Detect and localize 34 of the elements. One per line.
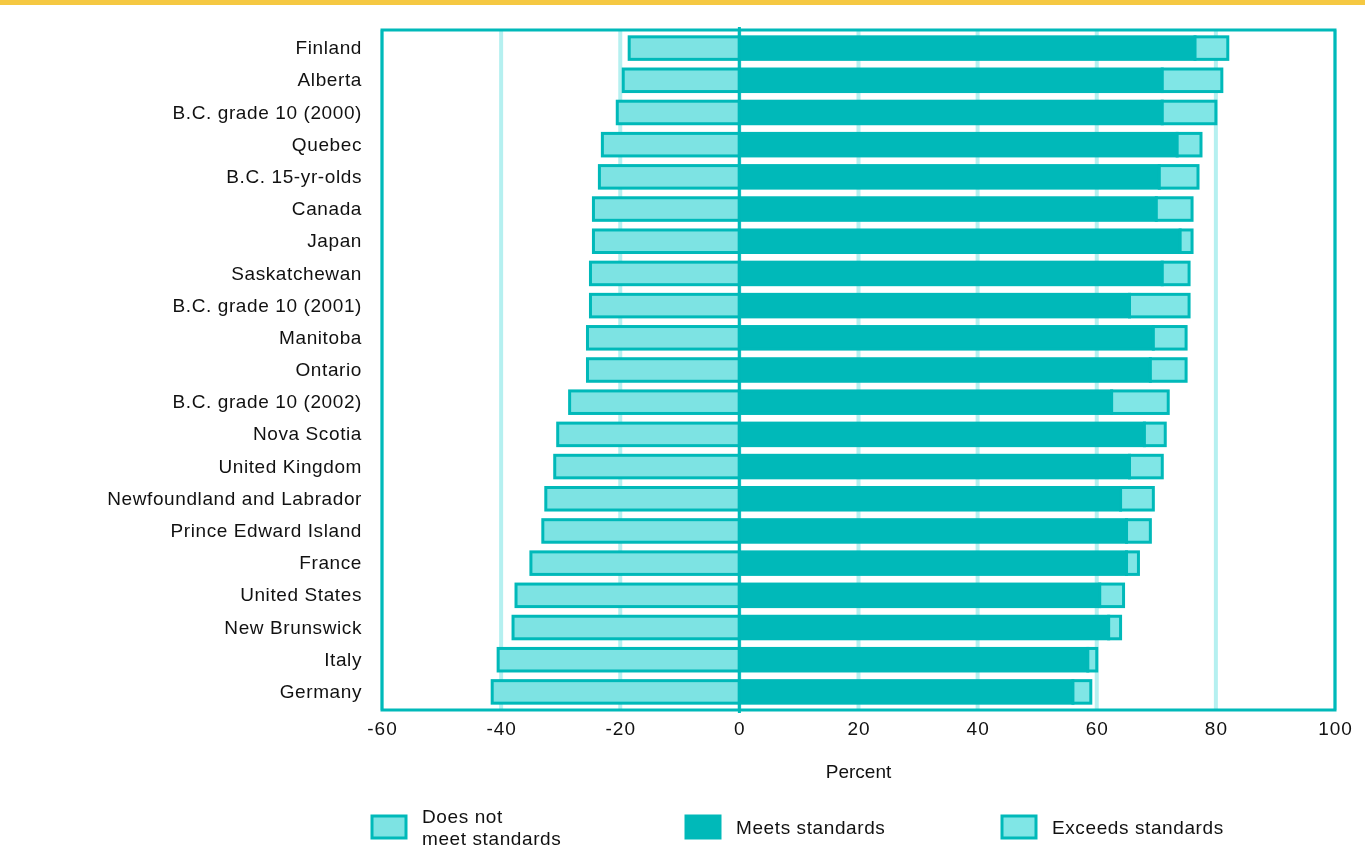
- x-tick-label: 20: [847, 718, 871, 740]
- y-tick-label: Nova Scotia: [252, 423, 362, 445]
- y-tick-label: Saskatchewan: [231, 262, 362, 284]
- x-tick-label: -60: [367, 718, 398, 740]
- y-tick-label: United Kingdom: [218, 455, 362, 477]
- y-tick-label: France: [299, 552, 362, 574]
- x-tick-label: 40: [966, 718, 990, 740]
- y-tick-label: Ontario: [295, 359, 362, 381]
- legend-label: Meets standards: [736, 817, 886, 838]
- y-tick-label: Germany: [279, 680, 362, 702]
- legend-label: Does not meet standards: [422, 806, 562, 847]
- y-tick-label: B.C. grade 10 (2001): [172, 294, 362, 316]
- y-tick-label: Alberta: [297, 69, 362, 91]
- y-tick-label: New Brunswick: [224, 616, 362, 638]
- y-tick-label: B.C. grade 10 (2000): [172, 101, 362, 123]
- y-tick-label: B.C. 15-yr-olds: [226, 165, 362, 187]
- legend-label: Exceeds standards: [1052, 817, 1224, 838]
- y-tick-label: Manitoba: [279, 326, 362, 348]
- y-tick-label: Finland: [295, 37, 362, 59]
- x-tick-label: -20: [605, 718, 636, 740]
- x-axis-title: Percent: [825, 761, 892, 782]
- y-tick-label: Prince Edward Island: [170, 520, 362, 542]
- x-tick-label: 100: [1318, 718, 1353, 740]
- y-tick-label: Newfoundland and Labrador: [107, 487, 363, 509]
- x-tick-label: 80: [1204, 718, 1228, 740]
- y-tick-label: Quebec: [291, 133, 362, 155]
- x-tick-label: 60: [1085, 718, 1109, 740]
- x-tick-label: 0: [734, 718, 746, 740]
- y-tick-label: Canada: [291, 198, 362, 220]
- x-tick-label: -40: [486, 718, 517, 740]
- y-tick-label: B.C. grade 10 (2002): [172, 391, 362, 413]
- y-tick-label: United States: [240, 584, 362, 606]
- y-tick-label: Italy: [324, 648, 362, 670]
- y-tick-label: Japan: [307, 230, 362, 252]
